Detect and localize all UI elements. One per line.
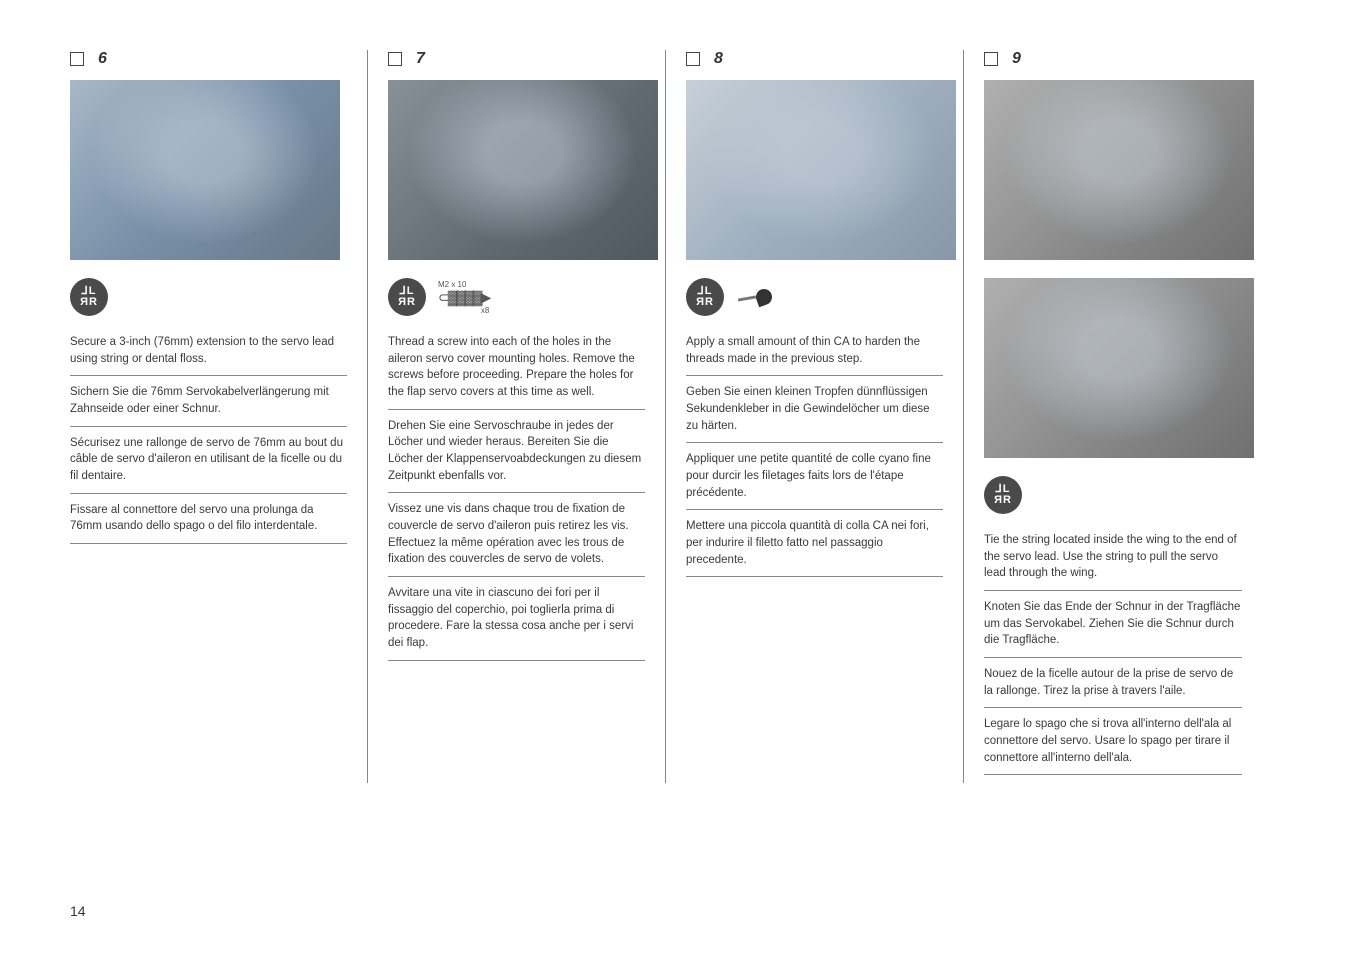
instruction-paragraph: Thread a screw into each of the holes in… [388,334,645,410]
instruction-paragraph: Fissare al connettore del servo una prol… [70,502,347,544]
instruction-paragraph: Geben Sie einen kleinen Tropfen dünnflüs… [686,384,943,443]
step-column: 8 ⅃LЯR Apply a small amount of thin CA to … [666,50,964,783]
mirror-icon: ⅃LЯR [984,476,1022,514]
instruction-paragraph: Vissez une vis dans chaque trou de fixat… [388,501,645,577]
instruction-paragraph: Knoten Sie das Ende der Schnur in der Tr… [984,599,1242,658]
instruction-paragraph: Nouez de la ficelle autour de la prise d… [984,666,1242,708]
screw-spec-icon: M2 x 10⊂▓▓▓▓▶x8 [438,280,489,315]
icon-row: ⅃LЯR [984,476,1242,514]
step-number: 9 [1012,50,1021,68]
screw-qty: x8 [481,306,489,315]
page-number: 14 [70,903,86,919]
step-photo [984,80,1254,260]
step-checkbox[interactable] [686,52,700,66]
step-header: 6 [70,50,347,68]
step-photo [70,80,340,260]
step-number: 8 [714,50,723,68]
instruction-paragraph: Drehen Sie eine Servoschraube in jedes d… [388,418,645,494]
instruction-paragraph: Sichern Sie die 76mm Servokabelverlänger… [70,384,347,426]
icon-row: ⅃LЯR [686,278,943,316]
instruction-paragraph: Mettere una piccola quantità di colla CA… [686,518,943,577]
step-header: 8 [686,50,943,68]
step-number: 7 [416,50,425,68]
step-checkbox[interactable] [388,52,402,66]
icon-row: ⅃LЯR [70,278,347,316]
instruction-paragraph: Apply a small amount of thin CA to harde… [686,334,943,376]
step-column: 6 ⅃LЯR Secure a 3-inch (76mm) extension to… [70,50,368,783]
step-column: 7 ⅃LЯR M2 x 10⊂▓▓▓▓▶x8 Thread a screw into … [368,50,666,783]
mirror-icon: ⅃LЯR [70,278,108,316]
pushpin-icon [736,283,772,311]
screw-size: M2 x 10 [438,280,466,289]
icon-row: ⅃LЯR M2 x 10⊂▓▓▓▓▶x8 [388,278,645,316]
mirror-icon: ⅃LЯR [388,278,426,316]
step-column: 9 ⅃LЯR Tie the string located inside the w… [964,50,1262,783]
instruction-paragraph: Appliquer une petite quantité de colle c… [686,451,943,510]
step-header: 9 [984,50,1242,68]
step-photo [388,80,658,260]
instruction-paragraph: Avvitare una vite in ciascuno dei fori p… [388,585,645,661]
step-checkbox[interactable] [70,52,84,66]
step-photo [686,80,956,260]
mirror-icon: ⅃LЯR [686,278,724,316]
screw-drawing: ⊂▓▓▓▓▶ [438,289,489,306]
instruction-paragraph: Legare lo spago che si trova all'interno… [984,716,1242,775]
instruction-paragraph: Secure a 3-inch (76mm) extension to the … [70,334,347,376]
page-container: 6 ⅃LЯR Secure a 3-inch (76mm) extension to… [0,0,1351,823]
instruction-paragraph: Sécurisez une rallonge de servo de 76mm … [70,435,347,494]
step-photo [984,278,1254,458]
step-number: 6 [98,50,107,68]
instruction-paragraph: Tie the string located inside the wing t… [984,532,1242,591]
step-header: 7 [388,50,645,68]
step-checkbox[interactable] [984,52,998,66]
